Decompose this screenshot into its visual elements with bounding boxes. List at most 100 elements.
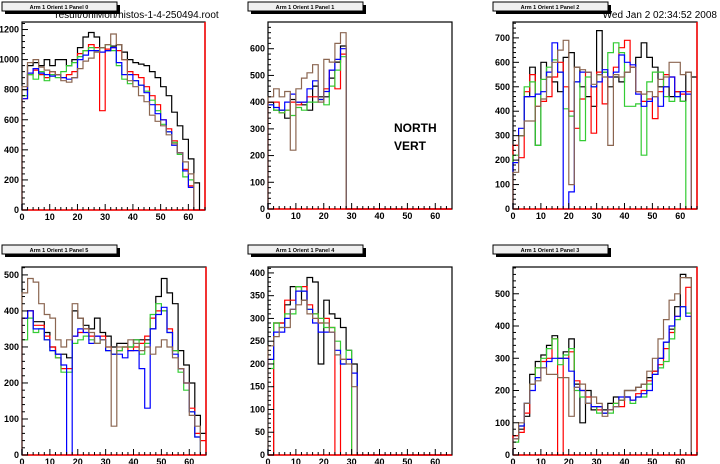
x-tick-label: 60 [184,457,194,464]
x-tick-label: 20 [73,457,83,464]
panel-title: Arm 1 Orient 1 Panel 3 [521,248,580,254]
panel-title: Arm 1 Orient 1 Panel 5 [30,248,89,254]
x-tick-label: 10 [45,212,55,222]
histogram-series-2 [267,286,452,456]
y-tick-label: 100 [250,177,265,187]
x-tick-label: 50 [647,457,657,464]
x-tick-label: 40 [375,457,385,464]
y-tick-label: 600 [250,44,265,54]
y-tick-label: 200 [495,155,510,165]
histogram-series-4 [267,299,452,456]
y-tick-label: 400 [250,97,265,107]
histogram-series-4 [21,277,206,456]
histogram-series-3 [267,290,452,456]
histogram-series-4 [512,277,697,456]
y-tick-label: 100 [495,418,510,428]
x-tick-label: 50 [402,457,412,464]
y-tick-label: 200 [495,386,510,396]
y-tick-label: 400 [495,321,510,331]
y-tick-label: 0 [505,204,510,214]
x-tick-label: 20 [564,211,574,221]
y-tick-label: 150 [250,382,265,392]
x-tick-label: 0 [265,457,270,464]
y-tick-label: 300 [495,353,510,363]
y-tick-label: 350 [250,291,265,301]
y-tick-label: 400 [250,268,265,278]
x-tick-label: 50 [156,457,166,464]
panel-title: Arm 1 Orient 1 Panel 1 [276,5,335,11]
histogram-series-3 [512,42,697,210]
y-tick-label: 50 [255,427,265,437]
x-tick-label: 20 [72,212,82,222]
x-tick-label: 40 [129,457,139,464]
x-tick-label: 10 [536,457,546,464]
datetime-label: Wed Jan 2 02:34:52 2008 [603,10,718,21]
panel-1: Arm 1 Orient 1 Panel 10 10 20 30 40 50 6001002… [247,1,453,221]
filename-label: result/onlMon/histos-1-4-250494.root [55,10,219,21]
x-tick-label: 20 [319,457,329,464]
y-tick-label: 500 [495,82,510,92]
panel-4: Arm 1 Orient 1 Panel 4 0 10 20 30 40 50 60 0 50 10… [247,244,453,464]
x-tick-label: 10 [536,211,546,221]
title-box [247,244,364,255]
x-tick-label: 40 [128,212,138,222]
title-box [1,244,118,255]
y-tick-label: 400 [4,306,19,316]
y-tick-label: 0 [14,450,19,460]
annotation-vert: VERT [394,139,427,153]
y-tick-label: 200 [250,359,265,369]
y-tick-label: 0 [505,450,510,460]
y-tick-label: 600 [495,57,510,67]
y-tick-label: 800 [4,85,19,95]
title-box [492,1,609,12]
x-tick-label: 40 [620,211,630,221]
x-tick-label: 30 [101,457,111,464]
x-tick-label: 50 [402,211,412,221]
histogram-series-2 [512,306,697,456]
y-tick-label: 0 [260,204,265,214]
y-tick-label: 0 [260,450,265,460]
y-tick-label: 300 [4,342,19,352]
panel-title: Arm 1 Orient 1 Panel 2 [521,5,580,11]
y-tick-label: 500 [250,70,265,80]
y-tick-label: 300 [250,124,265,134]
y-tick-label: 500 [495,289,510,299]
y-tick-label: 400 [495,106,510,116]
y-tick-label: 300 [495,131,510,141]
x-tick-label: 60 [430,457,440,464]
x-tick-label: 50 [647,211,657,221]
y-tick-label: 1200 [0,25,19,35]
title-box [492,244,609,255]
x-tick-label: 40 [375,211,385,221]
title-box [1,1,118,12]
x-tick-label: 60 [675,457,685,464]
histogram-series-1 [21,44,205,211]
x-tick-label: 10 [291,457,301,464]
x-tick-label: 20 [319,211,329,221]
y-tick-label: 500 [4,270,19,280]
x-tick-label: 30 [347,457,357,464]
x-tick-label: 60 [430,211,440,221]
y-tick-label: 250 [250,336,265,346]
x-tick-label: 30 [100,212,110,222]
panel-3: Arm 1 Orient 1 Panel 5 0 10 20 30 40 50 60 0 100 2… [1,244,207,464]
y-tick-label: 200 [4,175,19,185]
x-tick-label: 30 [592,457,602,464]
y-tick-label: 1000 [0,55,19,65]
x-tick-label: 0 [510,211,515,221]
x-tick-label: 0 [19,212,24,222]
panel-0: Arm 1 Orient 1 Panel 00 10 20 30 40 50 6002004… [0,1,206,222]
title-box [247,1,364,12]
panel-title: Arm 1 Orient 1 Panel 4 [276,248,336,254]
y-tick-label: 600 [4,115,19,125]
panel-title: Arm 1 Orient 1 Panel 0 [30,5,89,11]
y-tick-label: 100 [4,414,19,424]
x-tick-label: 30 [592,211,602,221]
x-tick-label: 60 [183,212,193,222]
x-tick-label: 30 [347,211,357,221]
y-tick-label: 200 [4,378,19,388]
y-tick-label: 400 [4,145,19,155]
y-tick-label: 100 [495,180,510,190]
panel-5: Arm 1 Orient 1 Panel 3 0 10 20 30 40 50 60 0 100 2… [492,244,698,464]
